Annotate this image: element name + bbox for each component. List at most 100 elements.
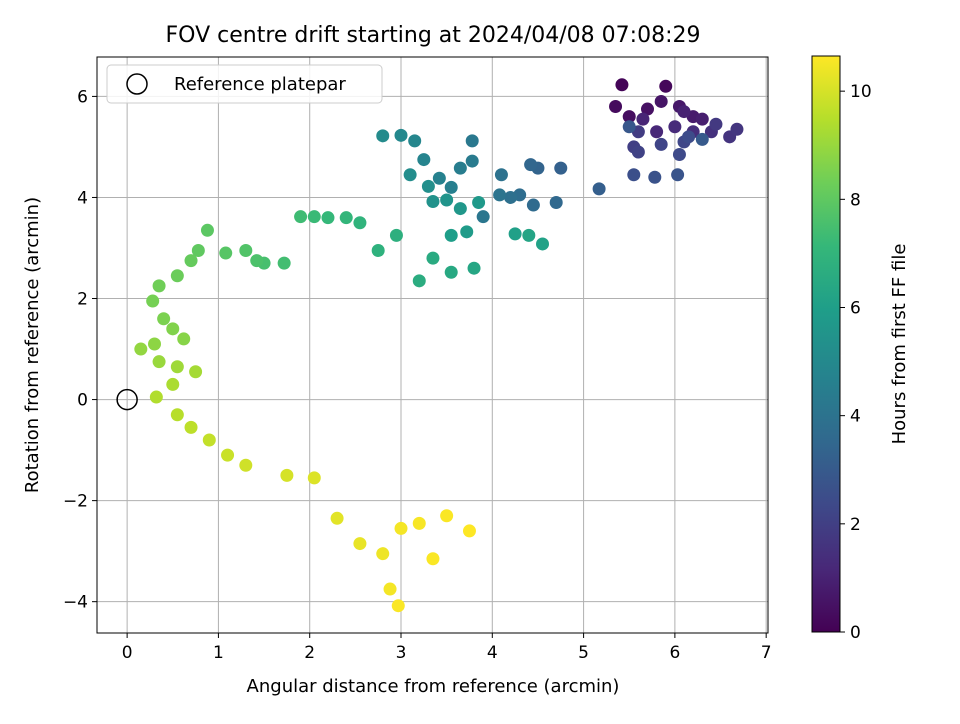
chart-title: FOV centre drift starting at 2024/04/08 …	[166, 23, 701, 48]
data-point	[648, 170, 662, 184]
data-point	[730, 122, 744, 136]
y-axis-label: Rotation from reference (arcmin)	[22, 197, 43, 493]
data-point	[239, 458, 253, 472]
x-tick-label: 5	[578, 643, 589, 663]
data-point	[622, 110, 636, 124]
data-point	[417, 153, 431, 167]
y-tick-label: 6	[77, 87, 88, 107]
data-point	[152, 355, 166, 369]
y-tick-label: −2	[63, 492, 88, 512]
data-point	[622, 120, 636, 134]
data-point	[330, 511, 344, 525]
data-point	[668, 120, 682, 134]
colorbar-tick-label: 0	[850, 623, 861, 643]
data-point	[280, 468, 294, 482]
data-point	[465, 134, 479, 148]
data-point	[536, 237, 550, 251]
colorbar-tick-label: 6	[850, 298, 861, 318]
y-tick-label: 2	[77, 290, 88, 310]
data-point	[166, 322, 180, 336]
x-tick-label: 1	[213, 643, 224, 663]
data-point	[426, 552, 440, 566]
x-axis-ticks: 0 1 2 3 4 5 6 7	[122, 633, 772, 663]
data-point	[650, 125, 664, 139]
data-point	[426, 251, 440, 265]
data-point	[294, 210, 308, 224]
data-point	[353, 537, 367, 551]
colorbar-tick-label: 4	[850, 407, 861, 427]
data-point	[444, 265, 458, 279]
data-point	[526, 198, 540, 212]
colorbar-gradient	[811, 55, 841, 633]
data-point	[677, 105, 691, 119]
data-point	[440, 193, 454, 207]
data-point	[494, 168, 508, 182]
y-tick-label: 0	[77, 391, 88, 411]
data-point	[157, 312, 171, 326]
data-point	[493, 188, 507, 202]
data-point	[549, 196, 563, 210]
data-point	[522, 228, 536, 242]
y-tick-label: 4	[77, 188, 88, 208]
data-point	[376, 547, 390, 561]
colorbar-label: Hours from first FF file	[889, 244, 910, 445]
reference-platepar-marker	[116, 388, 138, 411]
data-point	[609, 100, 623, 114]
data-point	[467, 261, 481, 275]
data-point	[421, 179, 435, 193]
data-point	[202, 433, 216, 447]
data-point	[146, 294, 160, 308]
data-point	[134, 342, 148, 356]
data-point	[307, 210, 321, 224]
data-point	[412, 516, 426, 530]
data-points	[134, 78, 744, 613]
data-point	[307, 471, 321, 485]
colorbar-ticks: 0 2 4 6 8 10	[840, 82, 872, 643]
reference-marker-layer	[116, 388, 138, 411]
data-point	[191, 244, 205, 258]
data-point	[412, 274, 426, 288]
data-point	[504, 190, 518, 204]
data-point	[170, 408, 184, 422]
data-point	[200, 223, 214, 237]
x-tick-label: 6	[669, 643, 680, 663]
legend-entry-label: Reference platepar	[174, 74, 346, 95]
data-point	[339, 211, 353, 225]
colorbar-tick-label: 10	[850, 82, 872, 102]
colorbar: 0 2 4 6 8 10 Hours from first FF file	[811, 55, 910, 643]
data-point	[152, 279, 166, 293]
data-point	[391, 599, 405, 613]
data-point	[476, 210, 490, 224]
data-point	[453, 161, 467, 175]
data-point	[672, 148, 686, 162]
colorbar-tick-label: 2	[850, 515, 861, 535]
data-point	[148, 337, 162, 351]
x-tick-label: 2	[304, 643, 315, 663]
data-point	[654, 137, 668, 151]
data-point	[170, 360, 184, 374]
x-tick-label: 7	[761, 643, 772, 663]
data-point	[654, 94, 668, 108]
data-point	[636, 112, 650, 126]
data-point	[170, 269, 184, 283]
data-point	[440, 509, 454, 523]
data-point	[403, 168, 417, 182]
x-axis-label: Angular distance from reference (arcmin)	[247, 676, 620, 697]
data-point	[554, 161, 568, 175]
data-point	[389, 228, 403, 242]
data-point	[149, 390, 163, 404]
data-point	[640, 102, 654, 116]
data-point	[695, 132, 709, 146]
data-point	[376, 129, 390, 143]
data-point	[709, 117, 723, 131]
data-point	[239, 244, 253, 258]
data-point	[671, 168, 685, 182]
legend-reference-icon	[126, 73, 148, 95]
plot-frame	[96, 56, 769, 634]
legend-box	[106, 64, 383, 104]
data-point	[682, 130, 696, 144]
data-point	[695, 112, 709, 126]
x-tick-label: 3	[396, 643, 407, 663]
data-point	[166, 377, 180, 391]
